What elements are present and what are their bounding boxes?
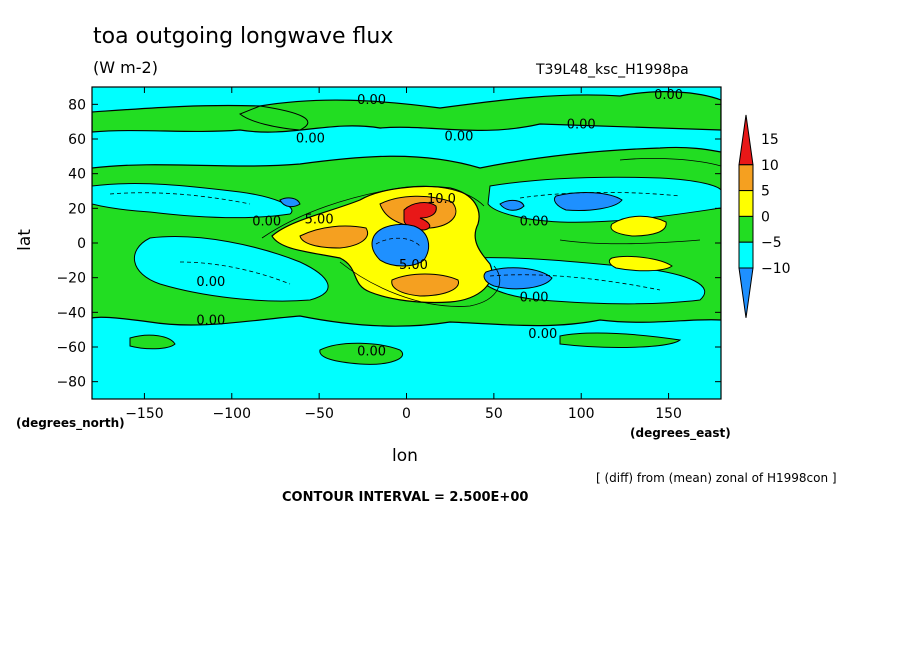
shade-cyan-south-pocket — [134, 236, 329, 302]
colorbar-label-1: 10 — [761, 158, 779, 174]
contour-label-9: 5.00 — [399, 258, 428, 273]
contour-labels: 0.00 0.00 0.00 0.00 0.00 10.0 0.00 5.00 0.00 5.00… — [196, 88, 683, 360]
x-unit-label: (degrees_east) — [630, 426, 731, 440]
positive-contours — [261, 157, 721, 307]
y-unit-label: (degrees_north) — [16, 416, 125, 430]
contour-label-7: 5.00 — [305, 213, 334, 228]
contour-field — [92, 87, 721, 399]
shade-green-blob-a — [319, 342, 403, 365]
y-tick-label-1: −60 — [56, 340, 86, 356]
contour-label-0: 0.00 — [357, 93, 386, 108]
colorbar-label-5: −10 — [761, 261, 791, 277]
neg-contour-5 — [375, 237, 421, 247]
pos-contour-1 — [261, 185, 485, 239]
x-tick-label-0: −150 — [125, 406, 163, 422]
contour-label-10: 0.00 — [196, 275, 225, 290]
y-tick-label-6: 40 — [68, 167, 86, 183]
colorbar-label-2: 5 — [761, 184, 770, 200]
pos-contour-2 — [339, 261, 501, 307]
x-tick-label-4: 50 — [485, 406, 503, 422]
y-tick-label-4: 0 — [77, 236, 86, 252]
colorbar-label-4: −5 — [761, 235, 782, 251]
difference-note: [ (diff) from (mean) zonal of H1998con ] — [596, 471, 837, 485]
run-label: T39L48_ksc_H1998pa — [536, 62, 689, 78]
y-tick-label-3: −20 — [56, 271, 86, 287]
colorbar-label-3: 0 — [761, 209, 770, 225]
x-tick-label-5: 100 — [568, 406, 595, 422]
contour-label-13: 0.00 — [528, 327, 557, 342]
shade-orange-south — [391, 273, 459, 297]
contour-label-4: 0.00 — [444, 130, 473, 145]
x-tick-label-3: 0 — [402, 406, 411, 422]
contour-label-2: 0.00 — [567, 117, 596, 132]
shade-green-blob-d — [239, 105, 309, 131]
pos-contour-3 — [619, 157, 721, 167]
shade-orange-west — [299, 225, 368, 249]
shade-yellow-east-north — [610, 215, 667, 237]
colorbar-swatch-4 — [738, 241, 754, 269]
x-axis: −150 −100 −50 0 50 100 150 — [125, 87, 682, 422]
contour-label-6: 0.00 — [252, 214, 281, 229]
contour-interval-label: CONTOUR INTERVAL = 2.500E+00 — [282, 490, 529, 505]
negative-contours — [109, 191, 681, 291]
colorbar-swatch-0 — [738, 114, 754, 166]
neg-contour-2 — [179, 261, 291, 285]
colorbar-label-0: 15 — [761, 132, 779, 148]
colorbar: 15 10 5 0 −5 −10 — [738, 114, 791, 318]
shade-cyan-north-pocket — [92, 183, 293, 219]
shade-blue-sw — [279, 197, 301, 208]
colorbar-swatch-5 — [738, 267, 754, 318]
pos-contour-4 — [559, 239, 701, 245]
colorbar-swatch-2 — [738, 190, 754, 217]
colorbar-swatch-1 — [738, 164, 754, 192]
shade-blue-center — [371, 223, 430, 267]
y-tick-label-0: −80 — [56, 375, 86, 391]
contour-label-11: 0.00 — [520, 291, 549, 306]
chart-title: toa outgoing longwave flux — [93, 24, 394, 49]
shade-blue-se — [483, 267, 553, 290]
neg-contour-4 — [489, 274, 661, 291]
contour-label-8: 0.00 — [520, 214, 549, 229]
contour-label-14: 0.00 — [357, 344, 386, 359]
shade-yellow-east-south — [608, 255, 673, 272]
contour-label-12: 0.00 — [196, 313, 225, 328]
x-axis-label: lon — [392, 446, 418, 466]
contour-label-3: 0.00 — [296, 131, 325, 146]
y-axis: −80 −60 −40 −20 0 20 40 60 80 — [56, 97, 721, 391]
shade-green-blob-b — [129, 334, 176, 350]
x-tick-label-2: −50 — [304, 406, 334, 422]
shade-green-blob-c — [559, 332, 682, 348]
neg-contour-3 — [519, 191, 681, 199]
chart-units: (W m-2) — [93, 58, 158, 77]
neg-contour-1 — [109, 192, 251, 205]
y-tick-label-2: −40 — [56, 305, 86, 321]
colorbar-swatch-3 — [738, 215, 754, 243]
y-tick-label-8: 80 — [68, 97, 86, 113]
contour-label-1: 0.00 — [654, 88, 683, 103]
x-tick-label-6: 150 — [655, 406, 682, 422]
y-tick-label-5: 20 — [68, 201, 86, 217]
x-tick-label-1: −100 — [213, 406, 251, 422]
shade-blue-nw-small — [499, 199, 525, 211]
y-tick-label-7: 60 — [68, 132, 86, 148]
contour-label-5: 10.0 — [427, 192, 456, 207]
